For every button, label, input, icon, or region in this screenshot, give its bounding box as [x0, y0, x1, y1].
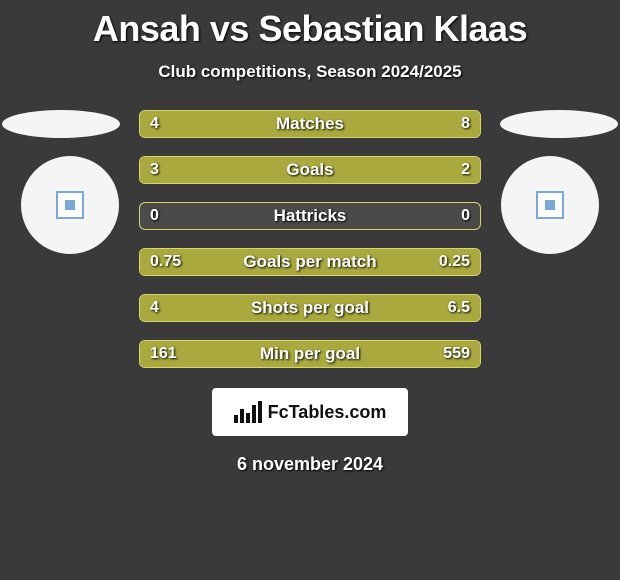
stat-label: Matches — [140, 111, 480, 137]
stat-label: Hattricks — [140, 203, 480, 229]
stat-value-right: 0 — [461, 203, 470, 229]
stat-value-left: 0 — [150, 203, 159, 229]
stat-label: Goals per match — [140, 249, 480, 275]
date-label: 6 november 2024 — [0, 454, 620, 475]
player-team-badge-left — [2, 110, 120, 138]
stat-label: Goals — [140, 157, 480, 183]
stat-value-left: 0.75 — [150, 249, 181, 275]
stat-value-right: 6.5 — [448, 295, 470, 321]
stat-value-right: 8 — [461, 111, 470, 137]
jersey-icon-inner — [545, 200, 555, 210]
jersey-icon-inner — [65, 200, 75, 210]
brand-bars-icon — [234, 401, 262, 423]
player-avatar-right — [501, 156, 599, 254]
branding-badge: FcTables.com — [212, 388, 408, 436]
stat-value-left: 3 — [150, 157, 159, 183]
stat-value-right: 0.25 — [439, 249, 470, 275]
content-area: Matches48Goals32Hattricks00Goals per mat… — [0, 110, 620, 475]
stat-row: Goals per match0.75 0.25 — [139, 248, 481, 276]
stat-row: Min per goal161 559 — [139, 340, 481, 368]
stat-row: Hattricks0 0 — [139, 202, 481, 230]
comparison-card: Ansah vs Sebastian Klaas Club competitio… — [0, 0, 620, 580]
stat-row: Shots per goal4 6.5 — [139, 294, 481, 322]
subtitle: Club competitions, Season 2024/2025 — [0, 62, 620, 82]
stat-label: Shots per goal — [140, 295, 480, 321]
page-title: Ansah vs Sebastian Klaas — [0, 0, 620, 50]
branding-text: FcTables.com — [268, 402, 387, 423]
stat-value-right: 2 — [461, 157, 470, 183]
stat-value-left: 4 — [150, 111, 159, 137]
stat-row: Goals3 2 — [139, 156, 481, 184]
stat-value-right: 559 — [443, 341, 470, 367]
player-team-badge-right — [500, 110, 618, 138]
jersey-icon — [536, 191, 564, 219]
player-avatar-left — [21, 156, 119, 254]
stat-value-left: 161 — [150, 341, 177, 367]
stat-label: Min per goal — [140, 341, 480, 367]
stat-bars: Matches48Goals32Hattricks00Goals per mat… — [139, 110, 481, 368]
stat-value-left: 4 — [150, 295, 159, 321]
jersey-icon — [56, 191, 84, 219]
stat-row: Matches4 8 — [139, 110, 481, 138]
